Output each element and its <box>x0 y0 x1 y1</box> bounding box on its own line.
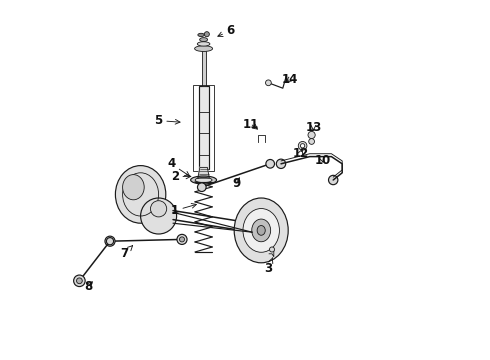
Circle shape <box>300 144 305 148</box>
Circle shape <box>266 159 274 168</box>
Circle shape <box>106 238 114 245</box>
Ellipse shape <box>252 219 270 242</box>
Ellipse shape <box>122 175 144 200</box>
Text: 12: 12 <box>293 147 309 159</box>
Circle shape <box>266 80 271 86</box>
Circle shape <box>76 278 82 284</box>
Ellipse shape <box>195 177 212 183</box>
Ellipse shape <box>195 46 213 51</box>
Text: 3: 3 <box>264 258 273 275</box>
Bar <box>202 49 205 86</box>
Circle shape <box>179 237 185 242</box>
Circle shape <box>309 139 315 144</box>
Circle shape <box>308 131 315 139</box>
Text: 9: 9 <box>232 177 240 190</box>
Text: 10: 10 <box>314 154 331 167</box>
Ellipse shape <box>191 176 217 184</box>
Text: 14: 14 <box>282 73 298 86</box>
Text: 2: 2 <box>171 170 191 183</box>
Circle shape <box>328 175 338 185</box>
Circle shape <box>270 247 274 252</box>
Bar <box>193 85 214 171</box>
Circle shape <box>177 234 187 244</box>
Ellipse shape <box>116 166 166 223</box>
Text: 4: 4 <box>167 157 190 176</box>
Circle shape <box>197 183 206 192</box>
Bar <box>198 86 209 169</box>
Text: 7: 7 <box>121 246 133 260</box>
Ellipse shape <box>141 198 176 234</box>
Circle shape <box>276 159 286 168</box>
Ellipse shape <box>257 225 265 235</box>
Text: 5: 5 <box>154 114 180 127</box>
Text: 1: 1 <box>171 203 196 217</box>
Ellipse shape <box>243 208 279 252</box>
Text: 13: 13 <box>305 121 321 134</box>
Circle shape <box>74 275 85 287</box>
Circle shape <box>105 236 115 246</box>
Ellipse shape <box>234 198 288 263</box>
Circle shape <box>107 239 113 244</box>
Ellipse shape <box>199 37 208 42</box>
Circle shape <box>204 32 209 37</box>
Text: 6: 6 <box>218 24 235 37</box>
Text: 11: 11 <box>243 118 259 131</box>
Polygon shape <box>198 167 209 178</box>
Ellipse shape <box>198 33 204 37</box>
Text: 8: 8 <box>84 280 93 293</box>
Ellipse shape <box>150 201 167 217</box>
Ellipse shape <box>197 42 210 46</box>
Circle shape <box>298 141 307 150</box>
